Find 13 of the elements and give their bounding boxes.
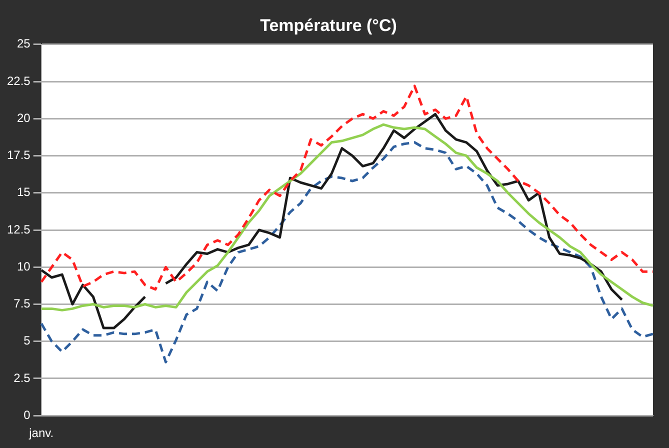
chart-title: Température (°C) (260, 16, 397, 35)
x-tick-label: janv. (28, 426, 54, 440)
y-tick-label: 7.5 (14, 296, 31, 311)
y-tick-label: 20 (16, 110, 31, 125)
y-tick-label: 5 (24, 334, 31, 348)
y-tick-label: 2.5 (14, 370, 31, 385)
y-tick-label: 10 (16, 259, 31, 274)
y-tick-label: 22.5 (6, 74, 31, 88)
y-tick-label: 17.5 (6, 148, 31, 162)
y-tick-label: 25 (16, 36, 31, 51)
y-tick-label: 0 (24, 408, 31, 422)
y-tick-label: 12.5 (6, 222, 31, 236)
y-tick-label: 15 (16, 185, 31, 200)
